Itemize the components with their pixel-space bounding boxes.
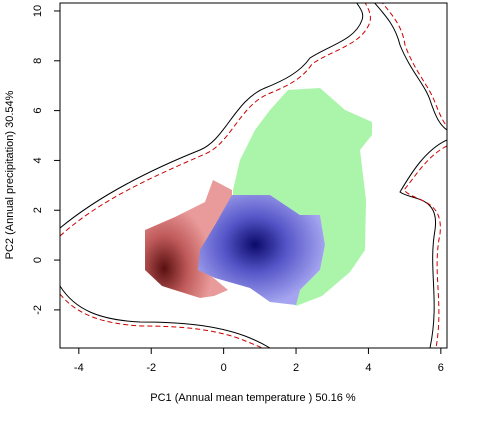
x-tick-label: 2 [293, 362, 299, 374]
y-tick-label: 0 [32, 257, 44, 263]
y-tick-label: 2 [32, 207, 44, 213]
green-niche [233, 88, 372, 306]
contours [60, 3, 447, 348]
plot-shapes [60, 3, 447, 348]
y-tick-label: -2 [32, 305, 44, 315]
x-tick-label: 4 [365, 362, 371, 374]
y-tick-label: 4 [32, 157, 44, 163]
y-tick-label: 10 [32, 5, 44, 17]
y-tick-label: 8 [32, 58, 44, 64]
y-axis-label: PC2 (Annual precipitation) 30.54% [4, 90, 16, 259]
x-tick-label: 0 [221, 362, 227, 374]
x-tick-label: 6 [438, 362, 444, 374]
y-tick-label: 6 [32, 108, 44, 114]
plot-frame [59, 2, 448, 349]
x-tick-label: -4 [74, 362, 84, 374]
x-tick-label: -2 [146, 362, 156, 374]
blue-niche [198, 195, 325, 305]
x-axis-label: PC1 (Annual mean temperature ) 50.16 % [150, 392, 356, 404]
